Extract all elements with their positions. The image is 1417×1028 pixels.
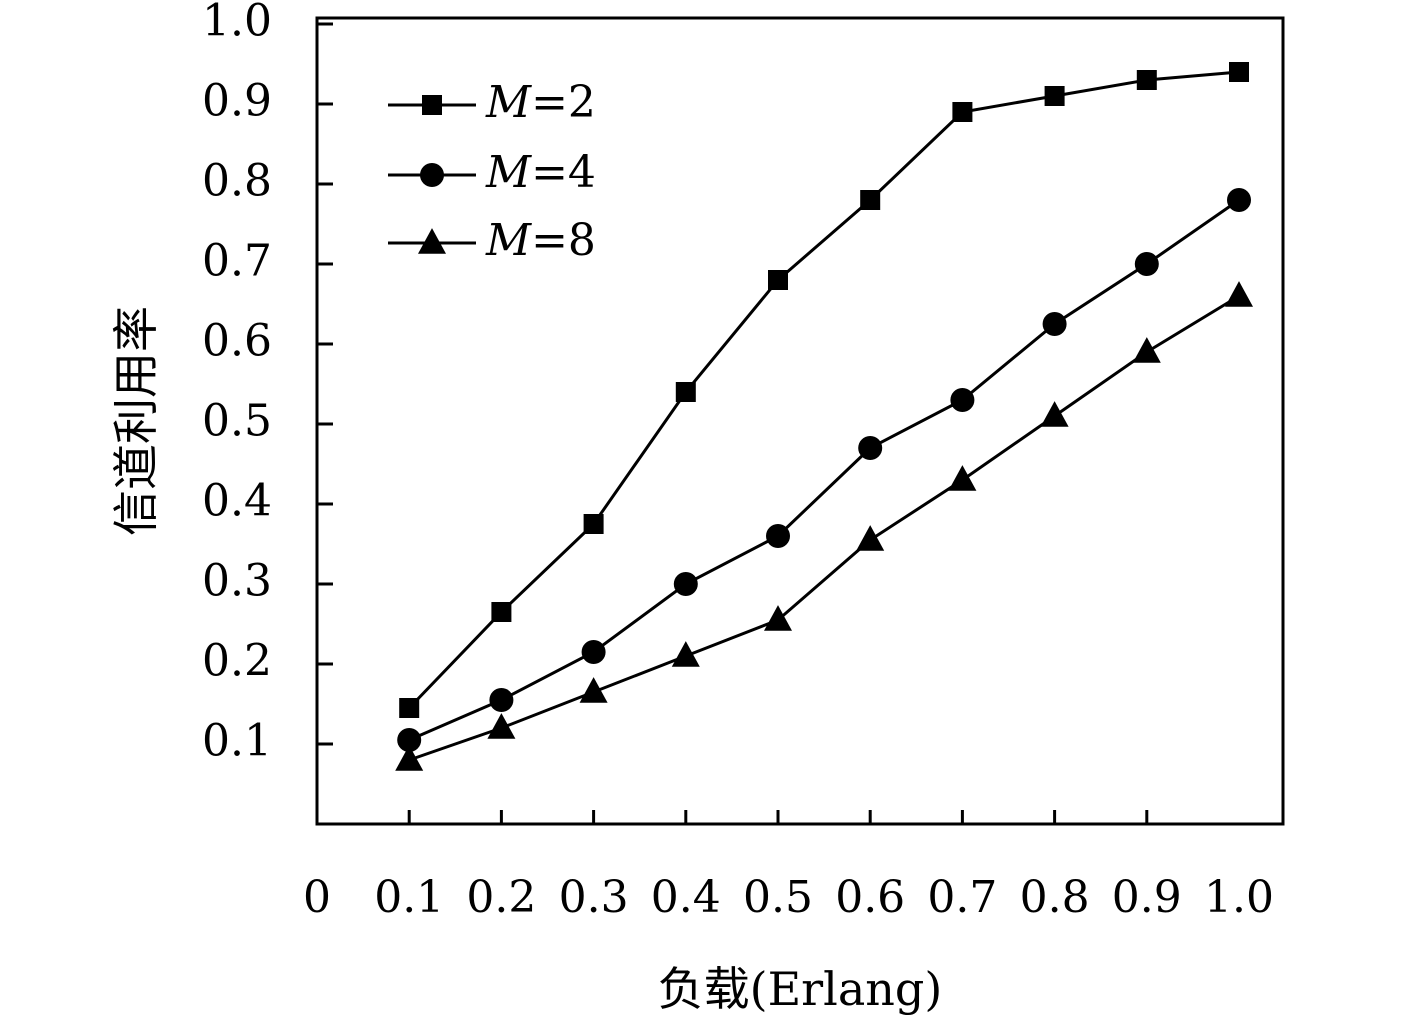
data-point-triangle: [856, 525, 885, 551]
legend-label: M=4: [485, 147, 596, 198]
x-tick-label: 0.3: [559, 872, 629, 923]
data-point-square: [491, 602, 512, 622]
data-point-circle: [766, 524, 790, 548]
legend-marker-square: [422, 95, 442, 115]
data-point-circle: [489, 688, 514, 712]
data-point-triangle: [1040, 401, 1069, 427]
data-point-circle: [673, 572, 698, 596]
x-tick-label: 0.6: [835, 872, 905, 923]
y-axis-title: 信道利用率: [109, 306, 163, 536]
data-point-square: [583, 514, 604, 534]
y-axis-ticks: 0.1 0.2 0.3 0.4 0.5 0.6 0.7 0.8 0.9 1.0: [202, 0, 333, 767]
legend: M=2 M=4 M=8: [388, 77, 596, 266]
plot-frame: [315, 16, 1285, 826]
legend-label: M=8: [485, 215, 596, 266]
data-point-square: [399, 698, 420, 718]
data-point-square: [1136, 70, 1157, 90]
x-axis-title: 负载(Erlang): [658, 962, 943, 1016]
y-tick-label: 0.2: [202, 636, 272, 687]
data-point-triangle: [1225, 281, 1253, 307]
y-tick-label: 0.7: [202, 236, 272, 287]
x-tick-label: 0.2: [466, 872, 536, 923]
x-tick-label: 1.0: [1204, 872, 1274, 923]
y-tick-label: 0.9: [202, 76, 272, 127]
data-point-circle: [858, 436, 883, 460]
series-square: [399, 62, 1249, 718]
series-layer: [395, 62, 1253, 771]
data-point-triangle: [395, 745, 424, 771]
data-point-square: [1229, 62, 1249, 82]
data-point-square: [860, 190, 881, 210]
data-point-square: [675, 382, 696, 402]
legend-marker-circle: [420, 163, 444, 187]
x-tick-label: 0.8: [1020, 872, 1090, 923]
y-tick-label: 0.1: [202, 716, 272, 767]
data-point-circle: [397, 728, 422, 752]
legend-marker-triangle: [418, 228, 446, 254]
x-tick-label: 0.7: [927, 872, 997, 923]
data-point-triangle: [764, 605, 792, 631]
data-point-circle: [581, 640, 606, 664]
data-point-triangle: [948, 465, 977, 491]
y-tick-label: 0.6: [202, 316, 272, 367]
data-point-circle: [1227, 188, 1251, 212]
series-circle: [397, 188, 1251, 752]
y-tick-label: 0.4: [202, 476, 272, 527]
legend-item: M=8: [388, 215, 596, 266]
data-point-square: [952, 102, 973, 122]
x-tick-label: 0.5: [743, 872, 813, 923]
x-axis-ticks: 0 0.1 0.2 0.3 0.4 0.5 0.6 0.7 0.8 0.9 1.0: [303, 810, 1274, 923]
x-tick-label: 0.4: [651, 872, 721, 923]
x-tick-label: 0.9: [1112, 872, 1182, 923]
data-point-triangle: [1132, 337, 1161, 363]
series-line: [408, 294, 1240, 762]
x-tick-label: 0: [303, 872, 331, 923]
y-tick-label: 0.8: [202, 156, 272, 207]
data-point-square: [768, 270, 788, 290]
data-point-square: [1044, 86, 1065, 106]
data-point-triangle: [579, 677, 608, 703]
legend-item: M=4: [388, 147, 596, 198]
y-tick-label: 0.3: [202, 556, 272, 607]
series-triangle: [395, 281, 1253, 771]
legend-item: M=2: [388, 77, 596, 128]
series-line: [408, 70, 1240, 710]
legend-label: M=2: [485, 77, 596, 128]
y-tick-label: 0.5: [202, 396, 272, 447]
y-tick-label: 1.0: [202, 0, 272, 47]
x-tick-label: 0.1: [374, 872, 444, 923]
data-point-triangle: [671, 641, 700, 667]
data-point-circle: [1042, 312, 1067, 336]
data-point-circle: [1134, 252, 1159, 276]
data-point-triangle: [487, 713, 516, 739]
data-point-circle: [950, 388, 975, 412]
series-line: [408, 198, 1240, 742]
